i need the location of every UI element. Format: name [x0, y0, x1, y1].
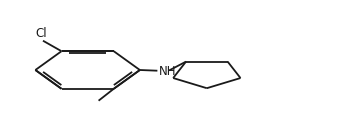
Text: Cl: Cl [35, 27, 47, 40]
Text: NH: NH [159, 65, 176, 78]
